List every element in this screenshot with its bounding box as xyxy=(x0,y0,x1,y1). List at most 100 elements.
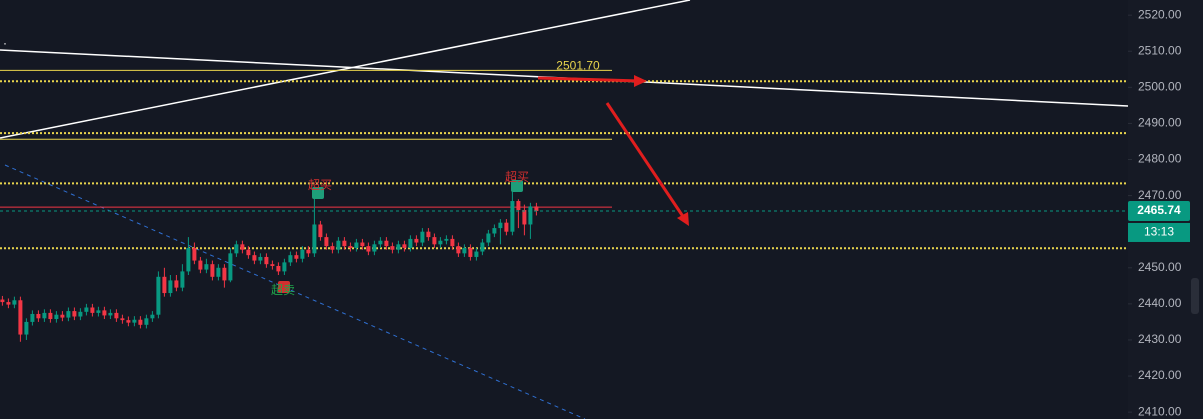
candle-body xyxy=(306,249,311,254)
countdown-tag xyxy=(1128,222,1190,242)
candle-body xyxy=(504,222,509,232)
candle-body xyxy=(168,280,173,294)
candle-body xyxy=(204,264,209,270)
candle-body xyxy=(378,240,383,245)
y-tick-label: 2470.00 xyxy=(1138,188,1182,202)
candle-body xyxy=(300,249,305,259)
candle-body xyxy=(288,255,293,263)
signal-badge xyxy=(511,180,523,192)
candle-body xyxy=(42,312,47,319)
candle-body xyxy=(30,313,35,322)
candle-body xyxy=(438,240,443,245)
candle-body xyxy=(192,247,197,261)
candle-body xyxy=(108,312,113,316)
candle-body xyxy=(516,201,521,211)
candle-body xyxy=(420,231,425,243)
candle-body xyxy=(462,247,467,254)
candle-body xyxy=(402,244,407,248)
candle-body xyxy=(246,249,251,256)
y-tick-label: 2440.00 xyxy=(1138,296,1182,310)
candle-body xyxy=(534,206,539,211)
trend-line xyxy=(0,0,691,139)
candle-body xyxy=(174,280,179,288)
candle-body xyxy=(162,276,167,294)
candle-body xyxy=(450,238,455,247)
candle-body xyxy=(522,210,527,225)
candle-body xyxy=(354,242,359,248)
scroll-handle[interactable] xyxy=(1191,278,1199,314)
candle-body xyxy=(366,246,371,252)
y-tick-label: 2410.00 xyxy=(1138,404,1182,418)
signal-label: 超买 xyxy=(505,169,529,184)
arrow-head xyxy=(677,212,689,226)
candle-body xyxy=(12,300,17,305)
candle-body xyxy=(474,251,479,257)
candle-body xyxy=(390,246,395,250)
candle-body xyxy=(258,256,263,261)
candle-body xyxy=(210,264,215,277)
candle-body xyxy=(486,233,491,243)
candle-body xyxy=(528,206,533,225)
signal-badge xyxy=(312,187,324,199)
candle-body xyxy=(360,242,365,247)
candle-body xyxy=(324,237,329,247)
candle-body xyxy=(480,242,485,252)
candle-body xyxy=(318,224,323,238)
candle-body xyxy=(222,267,227,281)
countdown-label: 13:13 xyxy=(1144,225,1174,239)
candle-body xyxy=(414,238,419,243)
candle-body xyxy=(336,240,341,250)
candle-body xyxy=(234,244,239,254)
level-label: 2501.70 xyxy=(556,58,600,72)
price-tag xyxy=(1128,200,1190,221)
candle-body xyxy=(312,224,317,254)
candle-body xyxy=(144,318,149,325)
candle-body xyxy=(36,313,41,319)
candle-body xyxy=(120,318,125,321)
candle-body xyxy=(132,319,137,323)
candle-body xyxy=(78,311,83,317)
candle-body xyxy=(180,271,185,288)
candle-body xyxy=(96,310,101,313)
candle-body xyxy=(384,240,389,247)
candle-body xyxy=(468,247,473,257)
arrow xyxy=(605,102,686,219)
y-tick-label: 2430.00 xyxy=(1138,332,1182,346)
candle-body xyxy=(126,320,131,323)
plot: 2410.002420.002430.002440.002450.002460.… xyxy=(0,7,1182,418)
candle-body xyxy=(114,312,119,319)
candle-body xyxy=(138,319,143,325)
candle-body xyxy=(54,314,59,320)
candle-body xyxy=(48,312,53,320)
candle-body xyxy=(198,260,203,270)
candle-body xyxy=(270,264,275,266)
candle-body xyxy=(90,307,95,313)
signal-badge xyxy=(278,281,290,293)
candle-body xyxy=(492,228,497,234)
candle-body xyxy=(498,222,503,229)
candle-body xyxy=(150,314,155,319)
y-tick-label: 2500.00 xyxy=(1138,80,1182,94)
y-tick-label: 2420.00 xyxy=(1138,368,1182,382)
candle-body xyxy=(348,246,353,248)
signal-label: 超卖 xyxy=(271,282,295,297)
candle-body xyxy=(0,299,5,303)
price-tag-label: 2465.74 xyxy=(1137,203,1181,217)
y-tick-label: 2480.00 xyxy=(1138,152,1182,166)
candle-body xyxy=(444,238,449,241)
candle-body xyxy=(18,300,23,335)
candle-body xyxy=(252,255,257,261)
y-tick-label: 2510.00 xyxy=(1138,43,1182,57)
candle-body xyxy=(330,246,335,250)
candle-body xyxy=(216,267,221,277)
arrow-head xyxy=(634,75,647,87)
candle-body xyxy=(372,244,377,252)
candle-body xyxy=(156,276,161,315)
candle-body xyxy=(60,314,65,318)
cursor-dot: · xyxy=(3,36,7,50)
candle-body xyxy=(24,321,29,335)
candle-body xyxy=(294,255,299,259)
candle-body xyxy=(408,238,413,248)
candle-body xyxy=(84,307,89,312)
